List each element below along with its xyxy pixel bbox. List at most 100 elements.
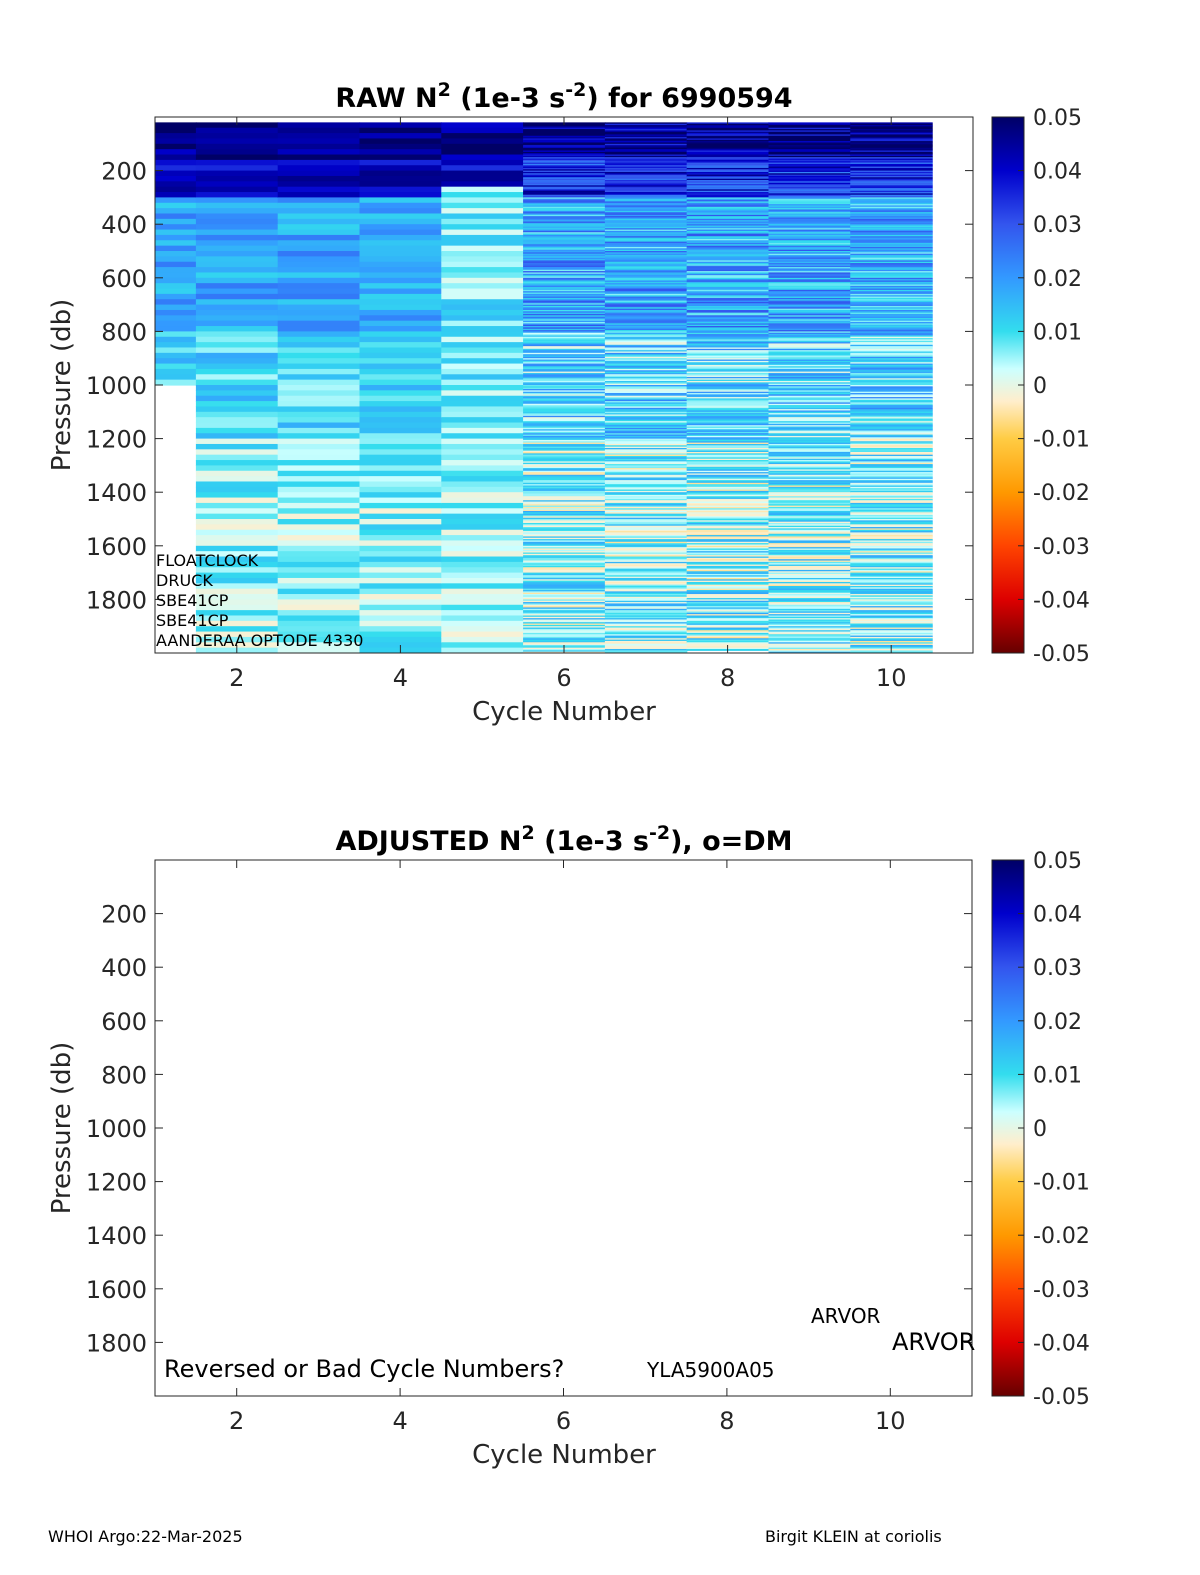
heatmap-cell [768,324,851,327]
heatmap-cell [604,581,688,584]
heatmap-cell [359,427,442,434]
heatmap-cell [850,632,933,635]
heatmap-cell [686,182,770,185]
heatmap-cell [768,142,851,145]
heatmap-cell [850,417,933,420]
heatmap-cell [604,576,688,579]
heatmap-cell [155,379,197,386]
heatmap-cell [768,283,851,286]
heatmap-cell [604,642,688,645]
heatmap-cell [686,255,770,257]
heatmap-cell [686,537,770,540]
heatmap-cell [686,607,770,610]
heatmap-cell [850,603,933,606]
heatmap-cell [850,170,933,173]
heatmap-cell [686,575,770,578]
heatmap-cell [850,174,933,177]
heatmap-cell [768,145,851,148]
heatmap-cell [768,634,851,637]
heatmap-cell [768,631,851,634]
heatmap-cell [604,130,688,133]
heatmap-cell [359,556,442,563]
heatmap-cell [768,588,851,591]
heatmap-cell [604,516,688,519]
heatmap-cell [523,272,606,275]
heatmap-cell [850,498,933,501]
heatmap-cell [604,198,688,201]
heatmap-cell [523,318,606,320]
heatmap-cell [850,194,933,197]
heatmap-cell [604,458,688,461]
heatmap-cell [686,521,770,524]
heatmap-cell [277,208,361,215]
heatmap-cell [604,573,688,576]
heatmap-cell [768,460,851,462]
y-tick-label: 800 [101,318,147,346]
y-tick-label: 1200 [86,1169,147,1197]
heatmap-cell [604,281,688,284]
heatmap-cell [604,555,688,558]
y-tick-label: 400 [101,211,147,239]
heatmap-cell [850,477,933,480]
heatmap-cell [850,386,933,389]
heatmap-cell [604,261,688,264]
heatmap-cell [686,296,770,299]
heatmap-cell [850,529,933,532]
heatmap-cell [686,364,770,367]
heatmap-cell [768,147,851,150]
heatmap-cell [850,480,933,483]
heatmap-cell [604,536,688,539]
heatmap-cell [850,260,933,263]
heatmap-cell [523,563,606,566]
heatmap-cell [604,575,688,578]
heatmap-cell [523,229,606,232]
heatmap-cell [686,138,770,141]
heatmap-cell [277,197,361,204]
heatmap-cell [768,442,851,445]
heatmap-cell [604,612,688,615]
heatmap-cell [155,181,197,188]
heatmap-cell [604,513,688,516]
heatmap-cell [523,238,606,241]
heatmap-cell [604,224,688,227]
heatmap-cell [768,521,851,524]
heatmap-cell [768,556,851,559]
heatmap-cell [523,490,606,493]
heatmap-cell [768,205,851,208]
heatmap-cell [359,127,442,134]
heatmap-cell [850,269,933,272]
heatmap-cell [768,135,851,138]
heatmap-cell [604,402,688,405]
heatmap-cell [768,130,851,133]
heatmap-cell [604,626,688,629]
heatmap-cell [523,571,606,574]
heatmap-cell [441,401,524,408]
heatmap-cell [686,643,770,646]
heatmap-cell [604,539,688,542]
heatmap-cell [686,403,770,406]
heatmap-cell [768,208,851,211]
colorbar-tick-label: -0.03 [1033,1278,1090,1303]
heatmap-cell [441,594,524,600]
heatmap-cell [604,142,688,145]
heatmap-cell [686,411,770,414]
heatmap-cell [768,315,851,318]
heatmap-cell [195,626,279,633]
heatmap-cell [768,458,851,461]
heatmap-cell [768,598,851,600]
heatmap-cell [850,226,933,229]
heatmap-cell [523,175,606,178]
heatmap-cell [441,122,524,129]
heatmap-cell [155,256,197,263]
heatmap-cell [195,561,279,568]
heatmap-cell [155,154,197,161]
heatmap-cell [850,210,933,213]
heatmap-cell [195,261,279,268]
heatmap-cell [768,300,851,303]
heatmap-cell [523,303,606,306]
heatmap-cell [604,590,688,592]
heatmap-cell [686,608,770,611]
heatmap-cell [768,586,851,588]
heatmap-cell [277,293,361,300]
y-tick-label: 1800 [86,586,147,614]
